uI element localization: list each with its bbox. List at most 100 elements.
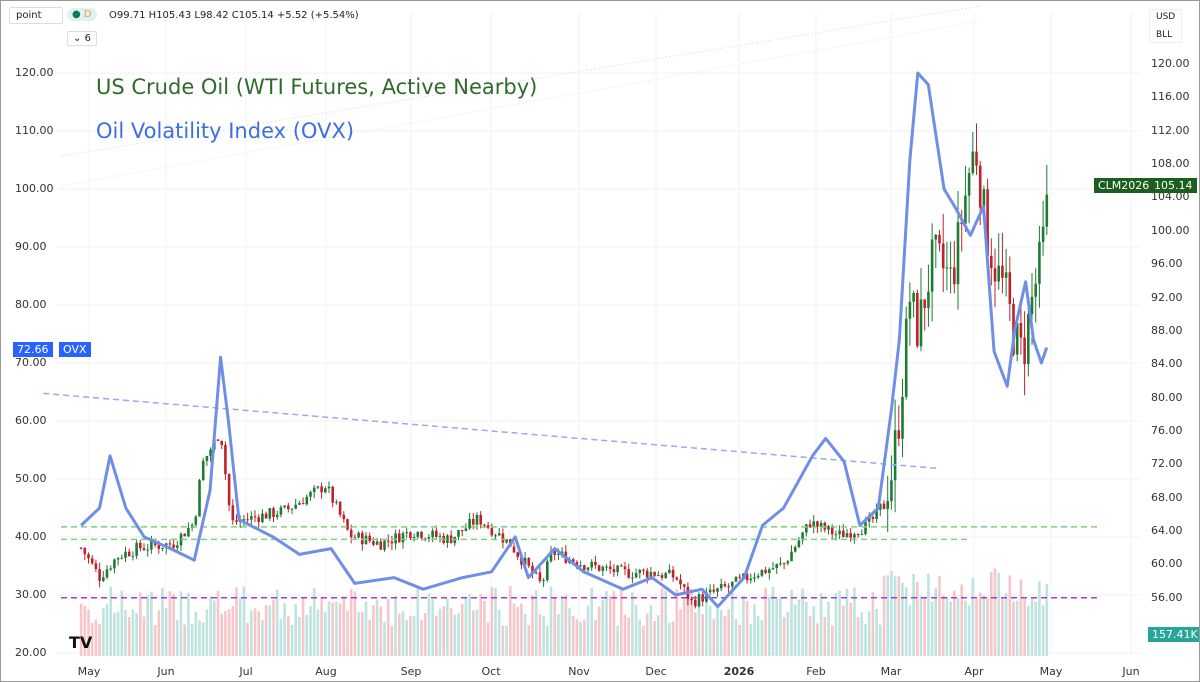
volume-bar [201, 622, 205, 656]
volume-bar [501, 625, 505, 656]
volume-bar [838, 590, 841, 656]
volume-bar [764, 587, 767, 656]
candle-body [120, 557, 124, 559]
candle-body [546, 561, 549, 581]
volume-bar [405, 620, 409, 656]
volume-bar [275, 589, 279, 656]
volume-bar [1019, 579, 1023, 656]
volume-bar [546, 625, 549, 656]
volume-bar [357, 612, 360, 656]
candle-body [645, 570, 649, 578]
right-tick-label: 108.00 [1151, 157, 1190, 171]
candle-body [102, 577, 105, 581]
volume-bar [124, 609, 127, 656]
volume-bar [642, 625, 645, 656]
tradingview-logo-icon[interactable]: TV [69, 633, 93, 652]
candle-body [290, 508, 294, 510]
volume-bar [571, 615, 575, 656]
candle-body [808, 524, 812, 528]
candle-body [912, 292, 915, 302]
volume-bar [819, 593, 823, 656]
volume-bar [198, 620, 201, 656]
candle-body [886, 501, 890, 509]
volume-bar [338, 603, 342, 656]
candle-body [264, 513, 268, 519]
volume-bar [586, 605, 590, 656]
candle-body [975, 151, 978, 166]
volume-bar [827, 601, 830, 656]
volume-bar [409, 616, 412, 656]
volume-bar [127, 617, 131, 656]
currency-unit-selector[interactable]: USD BLL [1149, 9, 1183, 43]
volume-bar [612, 591, 616, 656]
right-tick-label: 100.00 [1151, 223, 1190, 237]
left-tick-label: 60.00 [15, 414, 47, 427]
volume-bar [113, 612, 116, 656]
indicators-toggle[interactable]: ⌄ 6 [67, 31, 97, 46]
volume-bar [161, 587, 164, 656]
right-tick-label: 84.00 [1151, 357, 1183, 371]
candle-body [771, 568, 775, 570]
candle-body [372, 541, 375, 545]
candle-body [523, 557, 527, 565]
volume-bar [449, 607, 453, 656]
candle-body [349, 529, 353, 538]
volume-bar [712, 618, 716, 656]
candle-body [176, 545, 179, 548]
candle-body [398, 533, 401, 543]
volume-bar [120, 590, 124, 656]
candle-body [542, 580, 545, 582]
candle-body [501, 533, 505, 543]
volume-bar [982, 594, 986, 656]
candle-body [827, 525, 830, 530]
volume-bar [253, 608, 257, 656]
candle-body [616, 565, 619, 573]
x-tick-label: May [77, 665, 101, 678]
volume-bar [246, 622, 249, 656]
volume-bar [102, 608, 105, 656]
candle-body [309, 491, 312, 497]
candle-body [227, 474, 231, 506]
volume-bar [305, 614, 309, 656]
volume-bar [793, 604, 797, 656]
volume-bar [394, 595, 397, 656]
volume-bar [964, 600, 967, 656]
candle-body [301, 503, 305, 505]
candle-body [657, 575, 660, 577]
candle-body [734, 576, 738, 582]
candle-body [250, 516, 253, 520]
wti-title: US Crude Oil (WTI Futures, Active Nearby… [96, 75, 538, 99]
candle-body [679, 579, 682, 585]
volume-bar [460, 604, 464, 656]
volume-bar [168, 591, 172, 656]
right-tick-label: 92.00 [1151, 290, 1183, 304]
candle-body [386, 540, 390, 542]
candle-body [660, 575, 664, 578]
volume-bar [542, 616, 545, 656]
volume-bar [660, 588, 664, 656]
ovx-title: Oil Volatility Index (OVX) [96, 119, 355, 143]
volume-bar [975, 598, 978, 656]
interval-badge[interactable]: ● D [67, 8, 97, 21]
candle-body [549, 551, 553, 562]
candle-body [634, 573, 638, 578]
volume-bar [631, 592, 634, 656]
volume-bar [268, 605, 272, 656]
volume-bar [605, 591, 608, 656]
volume-bar [431, 599, 434, 656]
candle-body [575, 562, 579, 567]
candle-body [335, 501, 338, 503]
candle-body [801, 532, 804, 541]
volume-bar [209, 596, 212, 656]
volume-bar [864, 624, 867, 656]
candle-body [279, 507, 283, 515]
candle-body [605, 566, 608, 568]
candle-body [231, 505, 235, 521]
symbol-field[interactable]: point [9, 7, 63, 24]
candle-body [420, 531, 423, 539]
candle-body [475, 514, 479, 525]
volume-bar [157, 610, 161, 656]
candle-body [409, 532, 412, 539]
